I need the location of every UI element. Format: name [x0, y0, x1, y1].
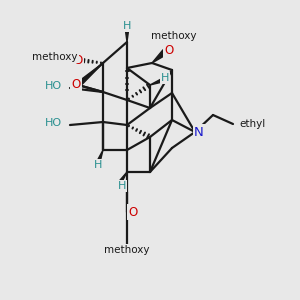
- Text: H: H: [94, 160, 102, 170]
- Polygon shape: [125, 27, 129, 42]
- Text: O: O: [71, 79, 81, 92]
- Text: H: H: [118, 181, 126, 191]
- Text: H: H: [161, 73, 169, 83]
- Text: N: N: [194, 125, 204, 139]
- Polygon shape: [152, 50, 167, 63]
- Text: HO: HO: [45, 81, 62, 91]
- Text: methoxy: methoxy: [32, 52, 78, 62]
- Text: ethyl: ethyl: [239, 119, 265, 129]
- Text: H: H: [123, 21, 131, 31]
- Text: HO: HO: [45, 118, 62, 128]
- Polygon shape: [150, 78, 164, 85]
- Text: methoxy: methoxy: [151, 31, 197, 41]
- Polygon shape: [76, 63, 103, 87]
- Text: O: O: [128, 206, 138, 218]
- Text: O: O: [74, 53, 82, 67]
- Text: methoxy: methoxy: [104, 245, 150, 255]
- Polygon shape: [96, 150, 103, 164]
- Polygon shape: [118, 172, 127, 185]
- Text: O: O: [164, 44, 174, 56]
